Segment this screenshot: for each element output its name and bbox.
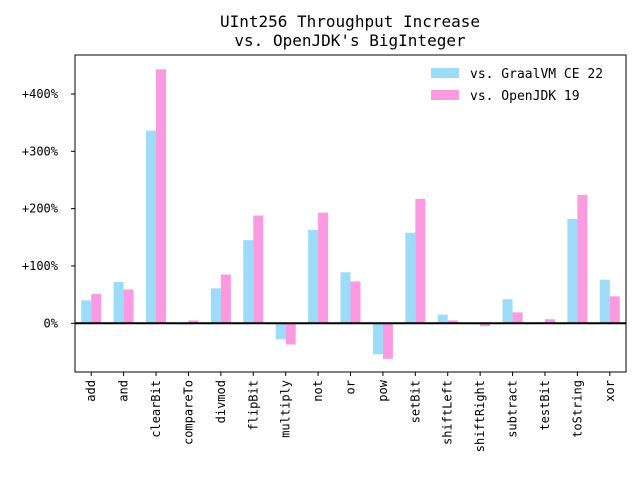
- x-tick-label: xor: [603, 380, 617, 402]
- legend-swatch-openjdk: [431, 90, 459, 100]
- bar-xor-series-1: [599, 279, 610, 324]
- bar-clearBit-series-2: [156, 69, 167, 324]
- bar-subtract-series-2: [512, 312, 523, 324]
- x-tick-label: multiply: [279, 380, 293, 438]
- bar-compareTo-series-2: [188, 320, 199, 324]
- legend: vs. GraalVM CE 22 vs. OpenJDK 19: [431, 67, 603, 104]
- x-tick-label: divmod: [214, 380, 228, 423]
- x-tick-label: not: [311, 380, 325, 402]
- y-axis: 0% +100% +200% +300% +400%: [22, 87, 75, 330]
- bar-or-series-2: [350, 281, 361, 324]
- bar-xor-series-2: [609, 296, 620, 324]
- bar-shiftLeft-series-1: [437, 314, 448, 324]
- x-tick-label: and: [117, 380, 131, 402]
- chart-title: UInt256 Throughput Increase: [220, 12, 480, 31]
- bar-or-series-1: [340, 272, 351, 324]
- y-tick-label: +200%: [22, 202, 59, 216]
- bar-pow-series-1: [372, 323, 383, 355]
- bar-setBit-series-2: [415, 198, 426, 324]
- bar-toString-series-1: [567, 218, 578, 324]
- x-tick-label: shiftLeft: [441, 380, 455, 445]
- y-tick-label: +400%: [22, 87, 59, 101]
- legend-label-openjdk: vs. OpenJDK 19: [470, 89, 580, 104]
- chart-subtitle: vs. OpenJDK's BigInteger: [234, 31, 466, 50]
- bar-flipBit-series-2: [253, 215, 264, 324]
- bar-divmod-series-2: [220, 274, 231, 324]
- x-tick-label: shiftRight: [473, 380, 487, 452]
- bar-add-series-1: [81, 300, 92, 324]
- bar-multiply-series-1: [275, 323, 286, 340]
- x-tick-label: clearBit: [149, 380, 163, 438]
- x-tick-label: subtract: [506, 380, 520, 438]
- x-axis: add and clearBit compareTo divmod flipBit mult…: [84, 372, 617, 452]
- bar-and-series-1: [113, 282, 124, 324]
- x-tick-label: flipBit: [246, 380, 260, 431]
- bar-shiftLeft-series-2: [447, 320, 458, 324]
- bars-layer: [81, 69, 620, 359]
- bar-not-series-1: [308, 229, 319, 324]
- y-tick-label: 0%: [44, 316, 59, 330]
- legend-label-graalvm: vs. GraalVM CE 22: [470, 67, 603, 82]
- bar-multiply-series-2: [285, 323, 296, 345]
- bar-setBit-series-1: [405, 232, 416, 324]
- x-tick-label: testBit: [538, 380, 552, 431]
- bar-and-series-2: [123, 289, 134, 324]
- bar-shiftRight-series-2: [480, 323, 491, 327]
- x-tick-label: compareTo: [181, 380, 195, 445]
- bar-flipBit-series-1: [243, 240, 254, 324]
- y-tick-label: +100%: [22, 259, 59, 273]
- bar-testBit-series-2: [544, 319, 555, 324]
- legend-swatch-graalvm: [431, 68, 459, 78]
- bar-toString-series-2: [577, 194, 588, 324]
- x-tick-label: toString: [570, 380, 584, 438]
- y-tick-label: +300%: [22, 144, 59, 158]
- x-tick-label: add: [84, 380, 98, 402]
- x-tick-label: setBit: [408, 380, 422, 423]
- bar-subtract-series-1: [502, 299, 513, 324]
- x-tick-label: pow: [376, 379, 390, 401]
- bar-add-series-2: [91, 294, 102, 324]
- bar-pow-series-2: [382, 323, 393, 359]
- bar-clearBit-series-1: [146, 130, 157, 324]
- bar-not-series-2: [318, 212, 329, 324]
- x-tick-label: or: [344, 380, 358, 394]
- bar-divmod-series-1: [210, 288, 221, 324]
